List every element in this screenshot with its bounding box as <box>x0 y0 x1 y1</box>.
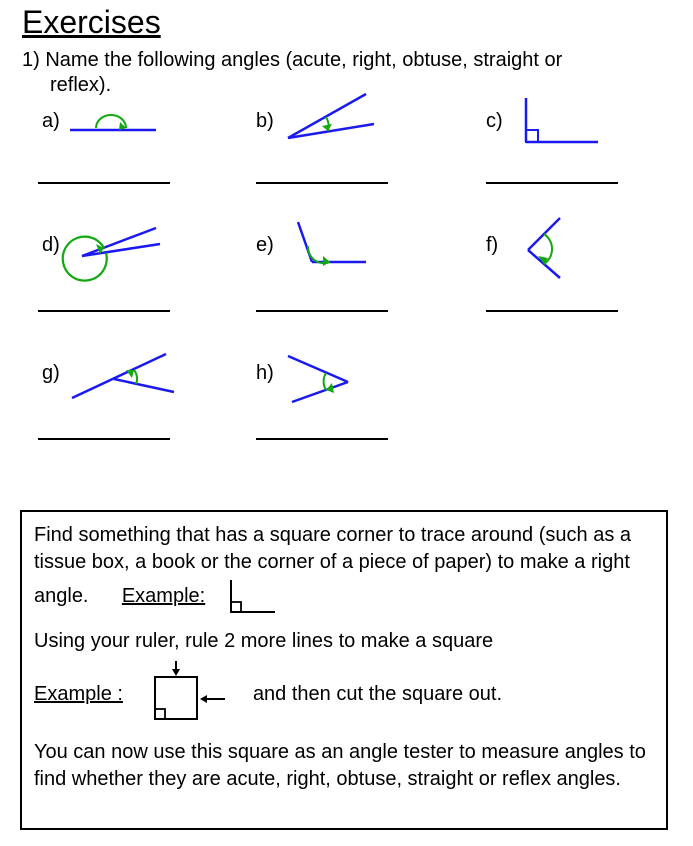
answer-line-a[interactable] <box>38 182 170 184</box>
example2-label: Example : <box>34 681 123 708</box>
item-label-h: h) <box>256 362 274 385</box>
answer-line-e[interactable] <box>256 310 388 312</box>
item-label-b: b) <box>256 110 274 133</box>
example2-row: Example : and then cut the square out. <box>34 659 654 729</box>
page-title: Exercises <box>22 4 161 41</box>
instructions-box: Find something that has a square corner … <box>20 510 668 830</box>
item-label-f: f) <box>486 234 498 257</box>
angle-diagram-d <box>60 216 170 286</box>
answer-line-d[interactable] <box>38 310 170 312</box>
example1-label: Example: <box>122 585 205 607</box>
instructions-p2-tail: and then cut the square out. <box>253 681 502 708</box>
question-number: 1) <box>22 49 40 71</box>
question-line1: Name the following angles (acute, right,… <box>45 49 562 71</box>
angle-diagram-a <box>58 100 168 148</box>
answer-line-c[interactable] <box>486 182 618 184</box>
answer-line-g[interactable] <box>38 438 170 440</box>
item-label-d: d) <box>42 234 60 257</box>
angle-diagram-f <box>510 212 600 286</box>
answer-line-f[interactable] <box>486 310 618 312</box>
instructions-p3: You can now use this square as an angle … <box>34 739 654 793</box>
instructions-p2: Using your ruler, rule 2 more lines to m… <box>34 628 654 655</box>
item-label-c: c) <box>486 110 503 133</box>
answer-line-b[interactable] <box>256 182 388 184</box>
angle-diagram-g <box>62 344 182 408</box>
angle-diagram-e <box>278 216 388 280</box>
angle-diagram-c <box>510 94 620 154</box>
angle-diagram-b <box>278 88 388 148</box>
square-diagram <box>133 659 243 729</box>
answer-line-h[interactable] <box>256 438 388 440</box>
item-label-g: g) <box>42 362 60 385</box>
worksheet-page: Exercises 1) Name the following angles (… <box>0 0 693 846</box>
right-angle-diagram <box>217 576 287 620</box>
item-label-e: e) <box>256 234 274 257</box>
angle-diagram-h <box>278 346 388 410</box>
